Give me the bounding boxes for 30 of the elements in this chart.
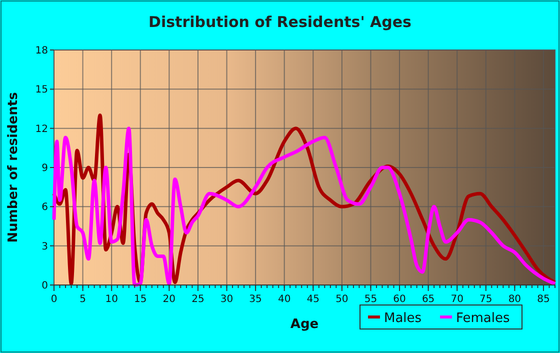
y-axis-title: Number of residents [6,92,21,243]
y-tick-label: 12 [35,124,48,135]
x-tick-label: 25 [192,294,204,305]
legend-label: Males [384,311,422,326]
x-tick-label: 20 [162,294,176,305]
y-tick-label: 18 [35,46,48,56]
y-tick-label: 3 [42,241,48,252]
chart-title: Distribution of Residents' Ages [148,13,412,31]
x-tick-label: 70 [450,294,464,305]
x-tick-label: 50 [336,294,348,305]
x-tick-label: 35 [249,294,262,305]
x-tick-label: 80 [508,294,522,305]
x-axis-title: Age [290,317,319,332]
x-tick-label: 60 [393,294,406,305]
x-tick-label: 30 [220,294,234,305]
x-tick-label: 45 [306,294,320,305]
x-tick-label: 15 [134,294,147,305]
x-tick-label: 55 [364,294,378,305]
x-tick-label: 85 [537,294,550,305]
y-tick-label: 0 [42,280,48,292]
y-tick-label: 6 [42,202,48,214]
y-tick-label: 9 [42,163,48,174]
x-tick-label: 5 [80,294,86,305]
x-tick-label: 0 [50,294,58,305]
y-tick-label: 15 [35,84,48,96]
x-tick-label: 75 [480,294,492,305]
legend-label: Females [456,311,510,326]
x-tick-label: 40 [278,294,291,305]
x-tick-label: 10 [105,294,118,305]
x-tick-label: 65 [422,294,435,305]
